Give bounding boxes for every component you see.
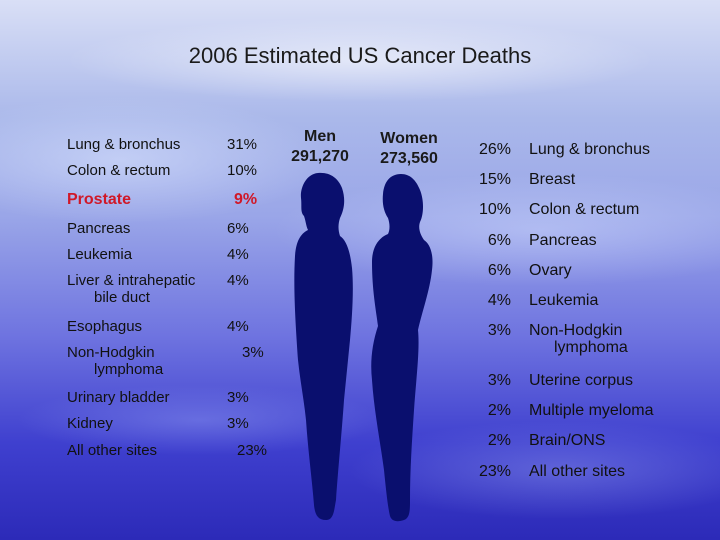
right-site-percent: 4%: [487, 292, 511, 309]
right-site-percent: 3%: [487, 372, 511, 389]
right-site-percent: 2%: [487, 432, 511, 449]
left-site-percent: 4%: [227, 272, 249, 289]
right-site-percent: 15%: [478, 171, 511, 188]
left-site-label: Prostate: [67, 191, 132, 208]
left-site-percent: 3%: [227, 389, 249, 406]
right-site-percent: 3%: [487, 322, 511, 339]
left-site-percent: 3%: [227, 415, 249, 432]
left-site-label: Liver & intrahepatic bile duct: [67, 272, 196, 306]
right-site-label: Breast: [529, 171, 576, 188]
women-label: Women: [380, 130, 438, 147]
left-site-label: Kidney: [67, 415, 113, 432]
left-site-percent: 4%: [227, 246, 249, 263]
left-site-percent: 10%: [227, 162, 258, 179]
right-site-percent: 23%: [478, 463, 511, 480]
right-site-label: Pancreas: [529, 232, 597, 249]
left-site-label: Esophagus: [67, 318, 143, 335]
left-site-label: Pancreas: [67, 220, 131, 237]
right-site-label: Lung & bronchus: [529, 141, 650, 158]
left-site-label: Lung & bronchus: [67, 136, 181, 153]
left-site-percent: 31%: [227, 136, 258, 153]
left-site-label: Non-Hodgkin lymphoma: [67, 344, 164, 378]
left-site-label: All other sites: [67, 442, 158, 459]
left-site-percent: 6%: [227, 220, 249, 237]
women-total: 273,560: [380, 150, 438, 167]
woman-silhouette: [371, 174, 433, 522]
left-site-percent: 23%: [237, 442, 268, 459]
right-site-label: Non-Hodgkin lymphoma: [529, 322, 628, 356]
right-site-label: Uterine corpus: [529, 372, 634, 389]
man-silhouette: [294, 172, 353, 521]
left-site-percent: 3%: [242, 344, 264, 361]
right-site-percent: 26%: [478, 141, 511, 158]
chart-title: 2006 Estimated US Cancer Deaths: [188, 43, 532, 68]
right-site-label: All other sites: [529, 463, 626, 480]
right-site-label: Ovary: [529, 262, 572, 279]
right-site-percent: 6%: [487, 262, 511, 279]
left-site-percent: 4%: [227, 318, 249, 335]
women-header: Women 273,560: [366, 129, 452, 169]
right-site-label: Brain/ONS: [529, 432, 606, 449]
right-site-label: Multiple myeloma: [529, 402, 654, 419]
men-label: Men: [304, 128, 336, 145]
right-site-percent: 10%: [478, 201, 511, 218]
right-site-percent: 6%: [487, 232, 511, 249]
right-site-label: Leukemia: [529, 292, 599, 309]
men-total: 291,270: [291, 148, 349, 165]
left-site-label: Leukemia: [67, 246, 133, 263]
left-site-label: Urinary bladder: [67, 389, 170, 406]
right-site-label: Colon & rectum: [529, 201, 640, 218]
men-header: Men 291,270: [280, 127, 360, 167]
left-site-label: Colon & rectum: [67, 162, 171, 179]
left-site-percent: 9%: [234, 191, 258, 208]
right-site-percent: 2%: [487, 402, 511, 419]
